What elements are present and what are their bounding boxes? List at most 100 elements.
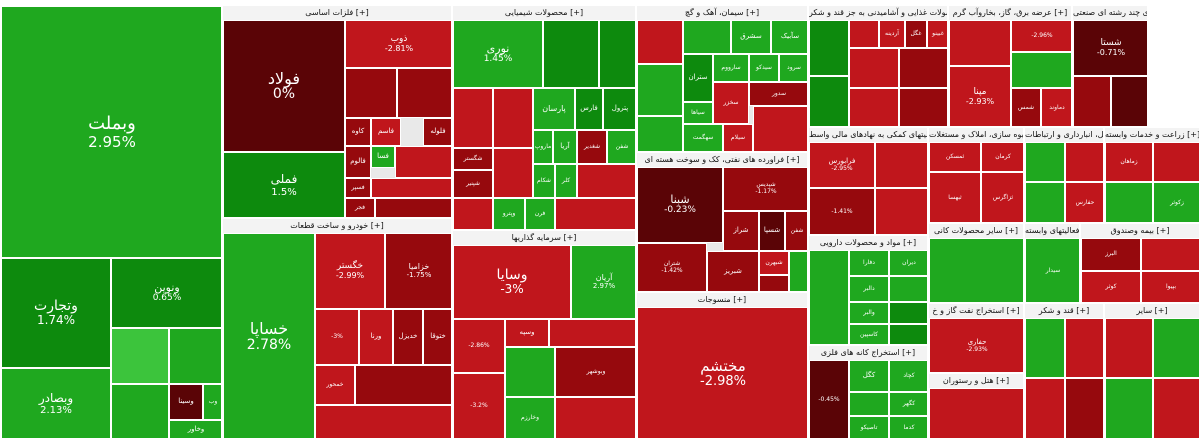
stock-tile[interactable] — [1011, 52, 1071, 88]
stock-tile[interactable] — [577, 164, 635, 198]
stock-tile[interactable]: شبنا -0.23% — [637, 167, 723, 243]
sector-title[interactable]: فراورده های نفتی، کک و سوخت هسته ای [+] — [637, 153, 807, 168]
stock-tile[interactable] — [453, 198, 493, 229]
stock-tile[interactable]: شمس — [1011, 88, 1041, 126]
stock-tile[interactable]: دماوند — [1041, 88, 1071, 126]
stock-tile[interactable]: سخزر — [713, 82, 749, 124]
stock-tile[interactable] — [753, 106, 807, 151]
stock-tile[interactable]: آریان 2.97% — [571, 245, 635, 319]
stock-tile[interactable]: زکوثر — [1153, 182, 1199, 222]
stock-tile[interactable]: خمحور — [315, 365, 355, 405]
stock-tile[interactable] — [1025, 142, 1065, 182]
stock-tile[interactable] — [637, 20, 683, 64]
stock-tile[interactable]: وسپه — [505, 319, 549, 347]
stock-tile[interactable]: فرابورس -2.95% — [809, 142, 875, 188]
stock-tile[interactable]: سآبیک — [771, 20, 807, 54]
stock-tile[interactable]: فجر — [345, 198, 375, 217]
stock-tile[interactable]: سیدار — [1025, 238, 1079, 302]
stock-tile[interactable]: فسپر — [345, 178, 371, 198]
sector-title[interactable]: انبوه سازی، املاک و مستغلات [+] — [929, 128, 1023, 143]
stock-tile[interactable]: شتران -1.42% — [637, 243, 707, 291]
stock-tile[interactable] — [1105, 378, 1153, 438]
stock-tile[interactable] — [949, 20, 1011, 66]
stock-tile[interactable] — [849, 88, 899, 126]
stock-tile[interactable] — [345, 68, 397, 118]
stock-tile[interactable]: شراز — [723, 211, 759, 251]
sector-title[interactable]: استخراج نفت گاز و خ [+] — [929, 304, 1023, 319]
stock-tile[interactable] — [111, 384, 169, 438]
stock-tile[interactable]: ذوب -2.81% — [345, 20, 451, 68]
stock-tile[interactable] — [637, 116, 683, 151]
stock-tile[interactable] — [1073, 76, 1111, 126]
stock-tile[interactable] — [1153, 142, 1199, 182]
stock-tile[interactable] — [1025, 318, 1065, 378]
stock-tile[interactable]: نوری 1.45% — [453, 20, 543, 88]
stock-tile[interactable] — [849, 48, 899, 88]
stock-tile[interactable]: وبوشهر — [555, 347, 635, 397]
stock-tile[interactable] — [375, 198, 451, 217]
stock-tile[interactable]: وبصادر 2.13% — [1, 368, 111, 438]
stock-tile[interactable]: شبهرن — [759, 251, 789, 275]
sector-title[interactable]: شرکتهای چند رشته ای صنعتی [+] — [1073, 6, 1147, 21]
stock-tile[interactable]: شغدیر — [577, 130, 607, 164]
sector-title[interactable]: خودرو و ساخت قطعات [+] — [223, 219, 451, 234]
stock-tile[interactable]: وسینا — [169, 384, 203, 420]
stock-tile[interactable]: وسایا -3% — [453, 245, 571, 319]
stock-tile[interactable] — [1105, 182, 1153, 222]
stock-tile[interactable] — [899, 88, 947, 126]
stock-tile[interactable]: غبینو — [927, 20, 947, 48]
stock-tile[interactable] — [395, 146, 451, 178]
sector-title[interactable]: فعالیتهای کمکی به نهادهای مالی واسط [+] — [809, 128, 927, 143]
stock-tile[interactable]: فملی 1.5% — [223, 152, 345, 217]
stock-tile[interactable]: -3.2% — [453, 373, 505, 438]
stock-tile[interactable]: ورنا — [359, 309, 393, 365]
sector-title[interactable]: فلزات اساسی [+] — [223, 6, 451, 21]
stock-tile[interactable]: وخارزم — [505, 397, 555, 438]
stock-tile[interactable]: زماهان — [1105, 142, 1153, 182]
stock-tile[interactable]: خدیزل — [393, 309, 423, 365]
stock-tile[interactable]: کلر — [555, 164, 577, 198]
stock-tile[interactable]: آردینه — [879, 20, 905, 48]
stock-tile[interactable]: شفن — [607, 130, 635, 164]
stock-tile[interactable] — [555, 397, 635, 438]
sector-title[interactable]: بیمه وصندوق [+] — [1081, 224, 1199, 239]
stock-tile[interactable]: ماروپ — [533, 130, 553, 164]
stock-tile[interactable]: ثمسکن — [929, 142, 981, 172]
stock-tile[interactable]: شفن — [785, 211, 807, 251]
stock-tile[interactable] — [889, 324, 927, 344]
stock-tile[interactable]: سشرق — [731, 20, 771, 54]
stock-tile[interactable] — [505, 347, 555, 397]
stock-tile[interactable]: خگستر -2.99% — [315, 233, 385, 309]
sector-title[interactable]: سیمان، آهک و گچ [+] — [637, 6, 807, 21]
stock-tile[interactable]: دفارا — [849, 250, 889, 276]
stock-tile[interactable]: کچاد — [889, 360, 927, 392]
stock-tile[interactable] — [809, 250, 849, 344]
stock-tile[interactable]: سدور — [749, 82, 807, 106]
stock-tile[interactable] — [355, 365, 451, 405]
stock-tile[interactable]: مپنا -2.93% — [949, 66, 1011, 126]
stock-tile[interactable]: شبریز — [707, 251, 759, 291]
stock-tile[interactable]: ثبهسا — [929, 172, 981, 222]
sector-title[interactable]: حمل ونقل، انبارداری و ارتباطات [+] — [1025, 128, 1103, 143]
stock-tile[interactable]: بپیوا — [1141, 271, 1199, 302]
stock-tile[interactable]: شکام — [533, 164, 555, 198]
stock-tile[interactable]: دیران — [889, 250, 927, 276]
sector-title[interactable]: استخراج کانه های فلزی [+] — [809, 346, 927, 361]
stock-tile[interactable]: شستا -0.71% — [1073, 20, 1147, 76]
stock-tile[interactable] — [809, 20, 849, 76]
stock-tile[interactable]: فارس — [575, 88, 603, 130]
stock-tile[interactable]: فرن — [525, 198, 555, 229]
stock-tile[interactable]: ختوقا — [423, 309, 451, 365]
stock-tile[interactable] — [1153, 318, 1199, 378]
stock-tile[interactable] — [1065, 142, 1103, 182]
stock-tile[interactable]: -0.45% — [809, 360, 849, 438]
stock-tile[interactable] — [849, 20, 879, 48]
stock-tile[interactable]: ثزاگرس — [981, 172, 1023, 222]
stock-tile[interactable]: دالبر — [849, 276, 889, 302]
sector-title[interactable]: سایر محصولات کانی [+] — [929, 224, 1023, 239]
stock-tile[interactable]: وتجارت 1.74% — [1, 258, 111, 368]
stock-tile[interactable] — [1065, 318, 1103, 378]
sector-title[interactable]: سرمایه گذاریها [+] — [453, 231, 635, 246]
sector-title[interactable]: هتل و رستوران [+] — [929, 374, 1023, 389]
sector-title[interactable]: قند و شکر [+] — [1025, 304, 1103, 319]
